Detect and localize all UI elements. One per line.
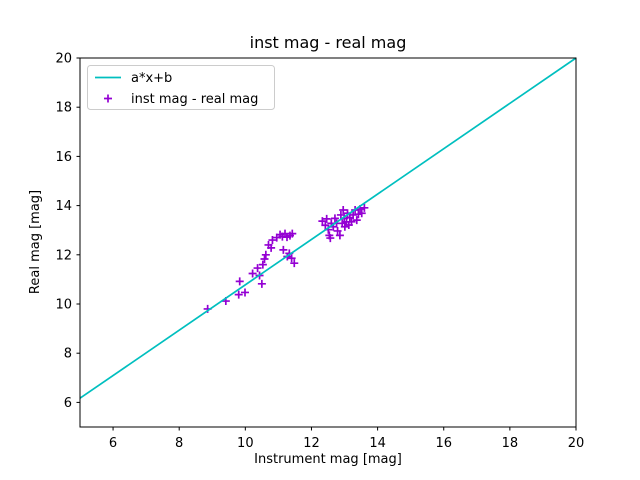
data-point: [257, 279, 266, 288]
data-point: [258, 260, 267, 269]
data-point: [260, 254, 269, 263]
data-point: [248, 269, 257, 278]
y-tick-label: 16: [55, 150, 72, 165]
data-point: [352, 216, 361, 225]
data-point: [347, 217, 356, 226]
legend-plus-marker-icon: [104, 94, 112, 103]
plot-border: [79, 57, 577, 428]
x-tick-label: 18: [502, 436, 519, 451]
data-point: [279, 245, 288, 254]
data-point: [335, 231, 344, 240]
legend-label-fit-line: a*x+b: [131, 71, 172, 86]
data-point: [340, 222, 349, 231]
data-point: [326, 234, 335, 243]
data-point: [290, 259, 299, 268]
y-tick-label: 12: [55, 248, 72, 263]
data-point: [268, 236, 277, 245]
y-tick-label: 10: [55, 298, 72, 313]
data-point: [330, 214, 339, 223]
y-tick-label: 14: [55, 199, 72, 214]
y-tick-label: 8: [64, 347, 72, 362]
x-axis-ticks: 6 8 10 12 14 16 18 20: [109, 427, 584, 451]
x-tick-label: 10: [237, 436, 254, 451]
data-point: [253, 264, 262, 273]
x-tick-label: 14: [369, 436, 386, 451]
data-point: [321, 221, 330, 230]
x-tick-label: 12: [303, 436, 320, 451]
x-tick-label: 6: [109, 436, 117, 451]
data-point: [241, 288, 250, 297]
legend: a*x+b inst mag - real mag: [87, 65, 275, 110]
x-tick-label: 8: [175, 436, 183, 451]
data-point: [360, 203, 369, 212]
data-point: [357, 209, 366, 218]
data-point: [234, 290, 243, 299]
data-point: [287, 254, 296, 263]
data-point: [318, 217, 327, 226]
data-point: [333, 226, 342, 235]
y-axis-ticks: 6 8 10 12 14 16 18 20: [55, 52, 80, 411]
y-tick-label: 6: [64, 396, 72, 411]
legend-label-scatter: inst mag - real mag: [131, 92, 258, 107]
data-point: [322, 214, 331, 223]
x-tick-label: 16: [435, 436, 452, 451]
x-axis-label: Instrument mag [mag]: [254, 452, 402, 467]
data-point: [267, 243, 276, 252]
legend-box: [87, 65, 275, 110]
y-axis-label: Real mag [mag]: [28, 190, 43, 294]
data-point: [288, 229, 297, 238]
chart-title: inst mag - real mag: [250, 33, 407, 52]
x-tick-label: 20: [568, 436, 585, 451]
data-point: [339, 206, 348, 215]
data-point: [235, 277, 244, 286]
data-point: [261, 250, 270, 259]
fit-line: [79, 57, 577, 399]
y-tick-label: 18: [55, 101, 72, 116]
y-tick-label: 20: [55, 52, 72, 67]
